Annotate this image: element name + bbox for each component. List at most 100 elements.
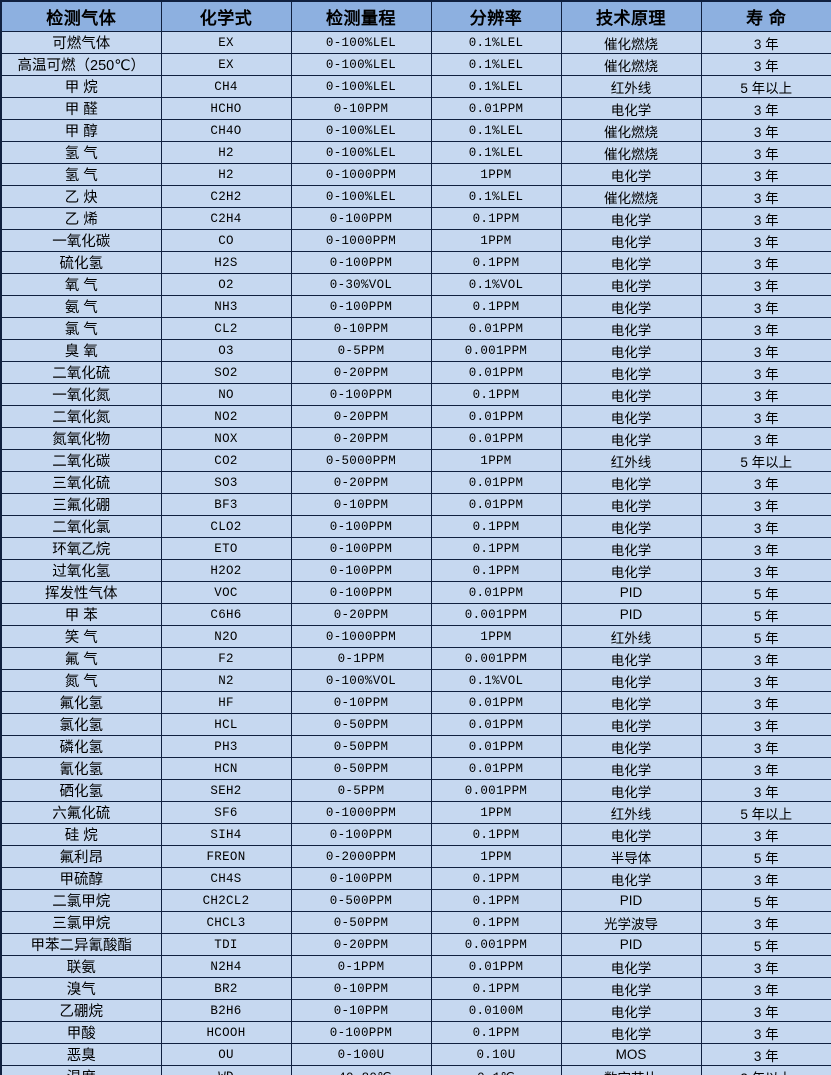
cell-life[interactable]: 3 年 — [700, 97, 831, 120]
cell-gas[interactable]: 环氧乙烷 — [0, 537, 162, 560]
cell-tech[interactable]: 电化学 — [560, 471, 702, 494]
table-row[interactable]: 过氧化氢 H2O2 0-100PPM 0.1PPM 电化学 3 年 — [0, 559, 831, 582]
cell-res[interactable]: 0.1%LEL — [430, 75, 562, 98]
cell-tech[interactable]: 电化学 — [560, 361, 702, 384]
cell-gas[interactable]: 二氧化硫 — [0, 361, 162, 384]
cell-formula[interactable]: H2S — [160, 251, 292, 274]
cell-range[interactable]: 0-5PPM — [290, 339, 432, 362]
cell-formula[interactable]: SIH4 — [160, 823, 292, 846]
cell-range[interactable]: 0-100PPM — [290, 581, 432, 604]
cell-range[interactable]: 0-100PPM — [290, 823, 432, 846]
cell-tech[interactable]: 电化学 — [560, 295, 702, 318]
cell-range[interactable]: 0-100U — [290, 1043, 432, 1066]
cell-range[interactable]: 0-20PPM — [290, 361, 432, 384]
column-header-resolution[interactable]: 分辨率 — [430, 0, 562, 32]
cell-range[interactable]: 0-100%VOL — [290, 669, 432, 692]
cell-tech[interactable]: 电化学 — [560, 251, 702, 274]
cell-life[interactable]: 3 年 — [700, 1043, 831, 1066]
cell-range[interactable]: 0-20PPM — [290, 471, 432, 494]
cell-life[interactable]: 3 年 — [700, 515, 831, 538]
cell-range[interactable]: 0-10PPM — [290, 317, 432, 340]
table-row[interactable]: 乙 烯 C2H4 0-100PPM 0.1PPM 电化学 3 年 — [0, 207, 831, 230]
cell-tech[interactable]: 电化学 — [560, 405, 702, 428]
cell-res[interactable]: 1PPM — [430, 801, 562, 824]
cell-life[interactable]: 5 年 — [700, 845, 831, 868]
cell-gas[interactable]: 甲 烷 — [0, 75, 162, 98]
cell-tech[interactable]: 半导体 — [560, 845, 702, 868]
cell-res[interactable]: 0.1PPM — [430, 977, 562, 1000]
cell-gas[interactable]: 氢 气 — [0, 141, 162, 164]
table-row[interactable]: 硫化氢 H2S 0-100PPM 0.1PPM 电化学 3 年 — [0, 251, 831, 274]
cell-range[interactable]: 0-100PPM — [290, 515, 432, 538]
cell-life[interactable]: 3 年 — [700, 647, 831, 670]
table-row[interactable]: 三氟化硼 BF3 0-10PPM 0.01PPM 电化学 3 年 — [0, 493, 831, 516]
cell-formula[interactable]: N2O — [160, 625, 292, 648]
cell-res[interactable]: 0.10U — [430, 1043, 562, 1066]
cell-gas[interactable]: 恶臭 — [0, 1043, 162, 1066]
cell-gas[interactable]: 氟利昂 — [0, 845, 162, 868]
cell-res[interactable]: 0.1PPM — [430, 911, 562, 934]
table-row[interactable]: 温度WD-40—80℃0.1℃数字芯片3 年以上 — [0, 1065, 831, 1075]
cell-res[interactable]: 0.01PPM — [430, 713, 562, 736]
cell-life[interactable]: 3 年 — [700, 669, 831, 692]
cell-range[interactable]: 0-100PPM — [290, 295, 432, 318]
cell-life[interactable]: 3 年 — [700, 229, 831, 252]
cell-tech[interactable]: 电化学 — [560, 537, 702, 560]
cell-res[interactable]: 0.1PPM — [430, 867, 562, 890]
table-row[interactable]: 氮氧化物 NOX 0-20PPM 0.01PPM 电化学 3 年 — [0, 427, 831, 450]
cell-formula[interactable]: CO2 — [160, 449, 292, 472]
cell-formula[interactable]: PH3 — [160, 735, 292, 758]
cell-gas[interactable]: 氢 气 — [0, 163, 162, 186]
cell-formula[interactable]: N2H4 — [160, 955, 292, 978]
table-row[interactable]: 六氟化硫 SF6 0-1000PPM 1PPM 红外线 5 年以上 — [0, 801, 831, 824]
cell-gas[interactable]: 二氧化碳 — [0, 449, 162, 472]
cell-formula[interactable]: TDI — [160, 933, 292, 956]
cell-tech[interactable]: 电化学 — [560, 713, 702, 736]
table-row[interactable]: 氨 气 NH3 0-100PPM 0.1PPM 电化学 3 年 — [0, 295, 831, 318]
cell-gas[interactable]: 氨 气 — [0, 295, 162, 318]
cell-life[interactable]: 5 年以上 — [700, 75, 831, 98]
cell-formula[interactable]: NH3 — [160, 295, 292, 318]
table-row[interactable]: 氮 气 N2 0-100%VOL 0.1%VOL 电化学 3 年 — [0, 669, 831, 692]
table-row[interactable]: 二氧化氯 CLO2 0-100PPM 0.1PPM 电化学 3 年 — [0, 515, 831, 538]
table-row[interactable]: 甲 醛 HCHO 0-10PPM 0.01PPM 电化学 3 年 — [0, 97, 831, 120]
cell-tech[interactable]: 红外线 — [560, 449, 702, 472]
cell-range[interactable]: 0-5000PPM — [290, 449, 432, 472]
cell-life[interactable]: 5 年 — [700, 933, 831, 956]
cell-gas[interactable]: 氮 气 — [0, 669, 162, 692]
cell-formula[interactable]: VOC — [160, 581, 292, 604]
table-row[interactable]: 甲 苯 C6H6 0-20PPM 0.001PPM PID 5 年 — [0, 603, 831, 626]
cell-res[interactable]: 0.001PPM — [430, 647, 562, 670]
cell-tech[interactable]: PID — [560, 933, 702, 956]
cell-gas[interactable]: 三氟化硼 — [0, 493, 162, 516]
cell-res[interactable]: 0.01PPM — [430, 471, 562, 494]
table-row[interactable]: 磷化氢 PH3 0-50PPM 0.01PPM 电化学 3 年 — [0, 735, 831, 758]
cell-gas[interactable]: 一氧化氮 — [0, 383, 162, 406]
cell-res[interactable]: 0.1%VOL — [430, 273, 562, 296]
table-row[interactable]: 高温可燃（250℃） EX 0-100%LEL 0.1%LEL 催化燃烧 3 年 — [0, 53, 831, 76]
cell-res[interactable]: 0.01PPM — [430, 405, 562, 428]
table-row[interactable]: 氟 气 F2 0-1PPM 0.001PPM 电化学 3 年 — [0, 647, 831, 670]
cell-life[interactable]: 3 年 — [700, 339, 831, 362]
cell-life[interactable]: 3 年 — [700, 295, 831, 318]
table-row[interactable]: 氰化氢 HCN 0-50PPM 0.01PPM 电化学 3 年 — [0, 757, 831, 780]
cell-range[interactable]: 0-2000PPM — [290, 845, 432, 868]
cell-life[interactable]: 5 年 — [700, 603, 831, 626]
table-row[interactable]: 一氧化氮 NO 0-100PPM 0.1PPM 电化学 3 年 — [0, 383, 831, 406]
cell-tech[interactable]: 电化学 — [560, 779, 702, 802]
cell-gas[interactable]: 氟 气 — [0, 647, 162, 670]
cell-range[interactable]: 0-1000PPM — [290, 229, 432, 252]
cell-range[interactable]: 0-100PPM — [290, 251, 432, 274]
table-row[interactable]: 恶臭 OU 0-100U 0.10U MOS 3 年 — [0, 1043, 831, 1066]
table-row[interactable]: 笑 气 N2O 0-1000PPM 1PPM 红外线 5 年 — [0, 625, 831, 648]
cell-life[interactable]: 3 年 — [700, 867, 831, 890]
cell-formula[interactable]: C2H4 — [160, 207, 292, 230]
cell-formula[interactable]: H2O2 — [160, 559, 292, 582]
cell-tech[interactable]: 催化燃烧 — [560, 141, 702, 164]
cell-gas[interactable]: 甲 苯 — [0, 603, 162, 626]
cell-tech[interactable]: 催化燃烧 — [560, 119, 702, 142]
cell-life[interactable]: 3 年 — [700, 977, 831, 1000]
cell-formula[interactable]: SEH2 — [160, 779, 292, 802]
cell-life[interactable]: 3 年 — [700, 163, 831, 186]
table-row[interactable]: 一氧化碳 CO 0-1000PPM 1PPM 电化学 3 年 — [0, 229, 831, 252]
